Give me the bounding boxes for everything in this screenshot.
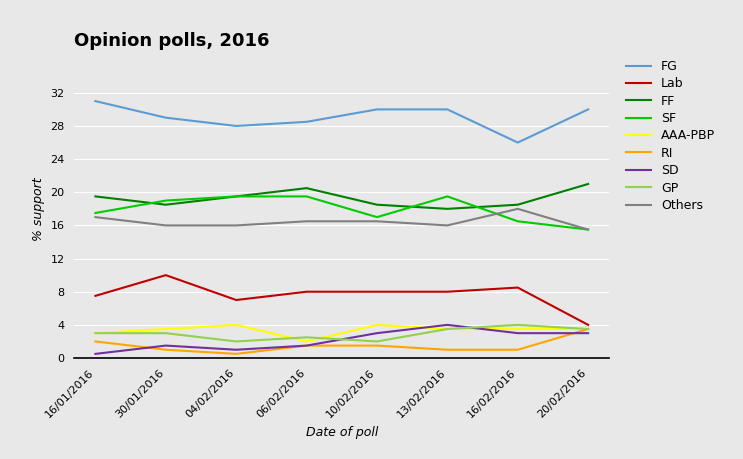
RI [91,339,100,344]
Line: SF: SF [95,196,588,230]
RI [372,343,381,348]
GP [232,339,241,344]
Legend: FG, Lab, FF, SF, AAA-PBP, RI, SD, GP, Others: FG, Lab, FF, SF, AAA-PBP, RI, SD, GP, Ot… [626,60,716,212]
GP [161,330,170,336]
FF [372,202,381,207]
Line: FG: FG [95,101,588,143]
FF [302,185,311,191]
SD [232,347,241,353]
FG [161,115,170,120]
SF [232,194,241,199]
RI [302,343,311,348]
AAA-PBP [584,326,593,332]
FF [161,202,170,207]
FG [232,123,241,129]
SD [584,330,593,336]
Others [513,206,522,212]
SF [584,227,593,232]
SD [161,343,170,348]
Lab [372,289,381,295]
Line: Lab: Lab [95,275,588,325]
SF [513,218,522,224]
Others [91,214,100,220]
Others [302,218,311,224]
Others [372,218,381,224]
FF [232,194,241,199]
FF [584,181,593,187]
Lab [584,322,593,328]
Others [584,227,593,232]
GP [302,335,311,340]
Lab [302,289,311,295]
RI [584,326,593,332]
Lab [91,293,100,299]
FG [372,106,381,112]
GP [91,330,100,336]
GP [372,339,381,344]
Y-axis label: % support: % support [32,177,45,241]
SF [372,214,381,220]
Line: RI: RI [95,329,588,354]
Line: AAA-PBP: AAA-PBP [95,325,588,341]
RI [513,347,522,353]
GP [443,326,452,332]
AAA-PBP [513,326,522,332]
FG [302,119,311,124]
Line: Others: Others [95,209,588,230]
Text: Opinion polls, 2016: Opinion polls, 2016 [74,32,270,50]
SD [91,351,100,357]
Others [232,223,241,228]
SD [372,330,381,336]
Line: FF: FF [95,184,588,209]
Others [443,223,452,228]
RI [232,351,241,357]
FF [513,202,522,207]
SD [443,322,452,328]
Line: GP: GP [95,325,588,341]
FG [584,106,593,112]
AAA-PBP [232,322,241,328]
Lab [443,289,452,295]
Line: SD: SD [95,325,588,354]
FF [443,206,452,212]
AAA-PBP [91,330,100,336]
GP [513,322,522,328]
RI [443,347,452,353]
SF [302,194,311,199]
SF [443,194,452,199]
FG [443,106,452,112]
FG [513,140,522,146]
AAA-PBP [161,326,170,332]
Others [161,223,170,228]
Lab [161,272,170,278]
Lab [232,297,241,303]
FG [91,98,100,104]
GP [584,326,593,332]
X-axis label: Date of poll: Date of poll [305,425,378,438]
AAA-PBP [443,326,452,332]
SF [91,210,100,216]
FF [91,194,100,199]
SD [513,330,522,336]
AAA-PBP [372,322,381,328]
RI [161,347,170,353]
Lab [513,285,522,291]
AAA-PBP [302,339,311,344]
SD [302,343,311,348]
SF [161,198,170,203]
